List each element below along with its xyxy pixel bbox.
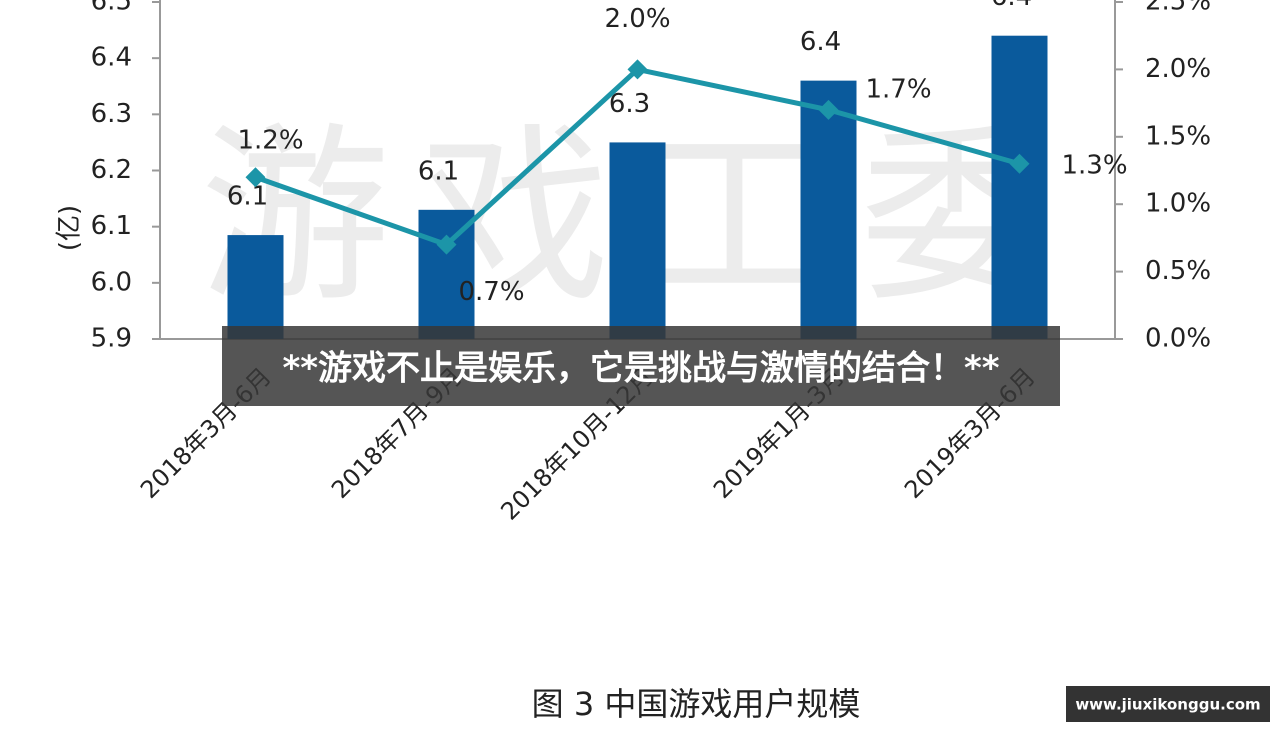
y-tick-label: 6.0	[91, 267, 132, 297]
y-tick-label: 6.4	[91, 43, 132, 73]
bar-value-label: 6.4	[991, 0, 1032, 12]
line-marker	[1009, 153, 1030, 174]
y2-tick-label: 2.5%	[1145, 0, 1211, 17]
bar	[418, 209, 475, 339]
bar	[800, 80, 857, 339]
y-tick-label: 6.2	[91, 155, 132, 185]
bar	[609, 142, 666, 339]
y2-tick-label: 0.0%	[1145, 324, 1211, 354]
bar-value-label: 6.3	[609, 89, 650, 119]
plot: 5.9 6.0 6.1 6.2 6.3 6.4 6.5 0.0% 0.5% 1.0% 1.5% 2.0…	[91, 0, 1211, 526]
y2-tick-label: 0.5%	[1145, 256, 1211, 286]
site-bg	[1066, 686, 1270, 722]
bar	[227, 235, 284, 339]
y-tick-label: 6.1	[91, 211, 132, 241]
line-marker	[627, 59, 648, 80]
y-tick-label: 6.5	[91, 0, 132, 17]
y2-tick-label: 2.0%	[1145, 54, 1211, 84]
line-value-label: 1.3%	[1061, 150, 1127, 180]
line-marker	[245, 167, 266, 188]
bar-value-label: 6.1	[418, 156, 459, 186]
banner: **游戏不止是娱乐，它是挑战与激情的结合！**	[282, 349, 999, 389]
y-tick-label: 5.9	[91, 324, 132, 354]
y2-tick-label: 1.5%	[1145, 121, 1211, 151]
chart-title: 图 3 中国游戏用户规模	[532, 685, 861, 723]
line-value-label: 1.2%	[237, 126, 303, 156]
y-tick-label: 6.3	[91, 99, 132, 129]
banner-bg	[222, 326, 1060, 406]
line-marker	[436, 234, 457, 255]
line-value-label: 1.7%	[865, 74, 931, 104]
bar-value-label: 6.4	[800, 27, 841, 57]
y2-tick-label: 1.0%	[1145, 189, 1211, 219]
bar	[991, 35, 1048, 339]
y-axis-label: (亿)	[55, 205, 85, 251]
line-value-label: 2.0%	[604, 4, 670, 34]
line-marker	[818, 99, 839, 120]
line-value-label: 0.7%	[458, 277, 524, 307]
site-label: www.jiuxikonggu.com	[1075, 696, 1260, 714]
bar-value-label: 6.1	[227, 182, 268, 212]
